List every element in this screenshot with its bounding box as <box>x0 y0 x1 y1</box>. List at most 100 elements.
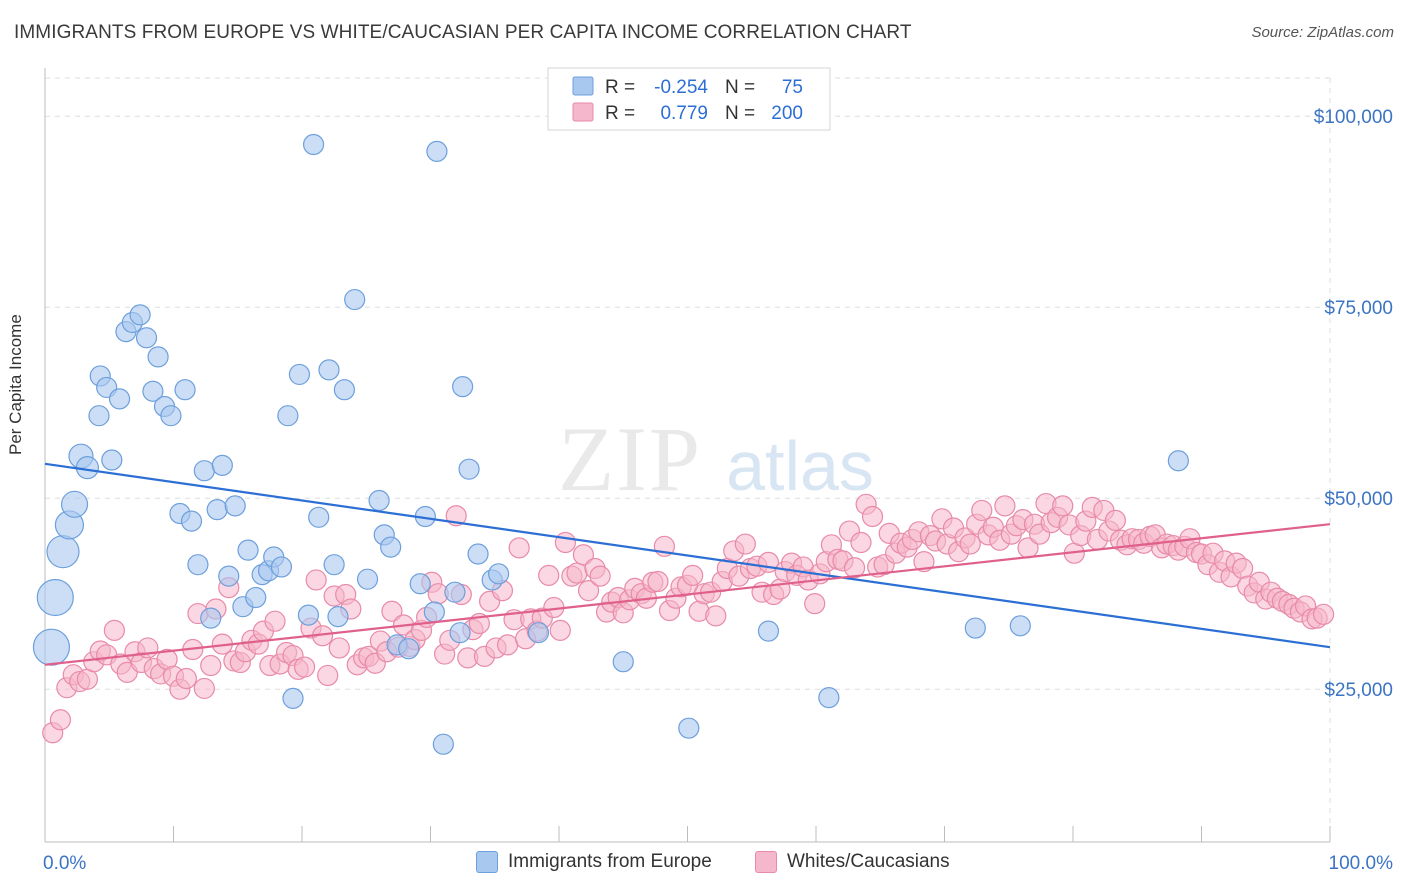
point-white-caucasian <box>1312 603 1335 625</box>
point-white-caucasian <box>572 544 595 566</box>
point-white-caucasian <box>1052 495 1074 517</box>
legend-item-immigrants[interactable]: Immigrants from Europe <box>476 851 712 873</box>
legend-r-value-1: -0.254 <box>654 77 708 98</box>
trend-line-immigrants <box>44 462 1331 649</box>
point-immigrant-europe <box>356 568 379 590</box>
point-immigrant-europe <box>297 604 320 626</box>
point-immigrant-europe <box>1167 450 1189 472</box>
y-tick-label: $25,000 <box>1324 680 1393 701</box>
point-immigrant-europe <box>757 620 780 642</box>
legend-swatch-blue <box>476 851 498 873</box>
point-immigrant-europe <box>46 535 80 569</box>
source-credit: Source: ZipAtlas.com <box>1251 24 1394 41</box>
point-immigrant-europe <box>432 733 454 755</box>
point-immigrant-europe <box>36 578 74 617</box>
point-immigrant-europe <box>398 638 420 660</box>
point-immigrant-europe <box>467 543 489 565</box>
point-white-caucasian <box>769 578 791 600</box>
point-immigrant-europe <box>288 363 311 386</box>
point-immigrant-europe <box>218 565 240 587</box>
points-immigrants-from-europe <box>32 133 1189 755</box>
point-immigrant-europe <box>368 489 390 512</box>
point-white-caucasian <box>264 610 286 632</box>
legend-bottom: Immigrants from Europe Whites/Caucasians <box>0 851 1406 879</box>
point-white-caucasian <box>193 677 215 700</box>
legend-label-immigrants: Immigrants from Europe <box>508 851 712 872</box>
watermark-zip: ZIP <box>558 408 702 510</box>
point-white-caucasian <box>497 634 519 656</box>
legend-r-label-2: R = <box>605 103 635 124</box>
legend-top-frame <box>547 67 831 131</box>
trend-lines <box>44 462 1331 666</box>
point-immigrant-europe <box>142 380 164 402</box>
point-immigrant-europe <box>135 327 158 349</box>
point-immigrant-europe <box>302 133 325 156</box>
point-white-caucasian <box>959 533 981 555</box>
legend-n-label-1: N = <box>725 77 755 98</box>
point-immigrant-europe <box>200 607 222 629</box>
point-white-caucasian <box>577 580 600 602</box>
point-white-caucasian <box>850 531 872 554</box>
point-white-caucasian <box>647 570 669 593</box>
legend-n-value-2: 200 <box>771 103 803 124</box>
trend-line-whites <box>44 523 1331 666</box>
gridlines <box>45 77 1331 842</box>
point-white-caucasian <box>317 664 339 687</box>
legend-n-value-1: 75 <box>782 77 803 98</box>
point-white-caucasian <box>554 531 577 554</box>
point-immigrant-europe <box>423 601 445 623</box>
point-white-caucasian <box>508 537 530 559</box>
point-white-caucasian <box>843 557 866 579</box>
point-immigrant-europe <box>308 506 330 528</box>
point-white-caucasian <box>200 654 222 677</box>
legend-item-whites[interactable]: Whites/Caucasians <box>755 851 950 873</box>
point-immigrant-europe <box>1009 615 1031 637</box>
point-immigrant-europe <box>32 628 71 666</box>
point-white-caucasian <box>682 564 704 586</box>
point-white-caucasian <box>861 505 884 528</box>
y-tick-label: $100,000 <box>1314 107 1393 128</box>
point-white-caucasian <box>566 562 588 584</box>
point-white-caucasian <box>549 619 571 641</box>
point-immigrant-europe <box>108 388 131 410</box>
point-immigrant-europe <box>409 573 431 595</box>
point-immigrant-europe <box>193 460 215 482</box>
point-immigrant-europe <box>818 687 840 709</box>
axes <box>44 68 1331 843</box>
point-immigrant-europe <box>333 379 356 401</box>
point-immigrant-europe <box>206 499 228 521</box>
point-immigrant-europe <box>318 359 340 381</box>
chart-title: IMMIGRANTS FROM EUROPE VS WHITE/CAUCASIA… <box>14 22 912 43</box>
point-immigrant-europe <box>426 140 448 162</box>
watermark-atlas: atlas <box>726 427 874 505</box>
point-immigrant-europe <box>964 617 986 639</box>
point-immigrant-europe <box>449 622 471 644</box>
point-immigrant-europe <box>458 458 480 480</box>
point-white-caucasian <box>1232 557 1254 580</box>
legend-r-value-2: 0.779 <box>660 103 708 124</box>
point-white-caucasian <box>994 495 1016 517</box>
point-immigrant-europe <box>180 510 203 532</box>
point-white-caucasian <box>804 593 826 615</box>
point-white-caucasian <box>705 605 727 627</box>
point-immigrant-europe <box>224 495 246 517</box>
point-immigrant-europe <box>452 376 474 398</box>
point-immigrant-europe <box>612 651 634 673</box>
point-immigrant-europe <box>147 346 169 368</box>
point-immigrant-europe <box>323 554 345 576</box>
point-immigrant-europe <box>88 405 110 427</box>
tick-labels: $25,000 $50,000 $75,000 $100,000 0.0% 100.0% <box>43 107 1393 874</box>
point-immigrant-europe <box>488 563 510 585</box>
point-immigrant-europe <box>187 554 209 576</box>
point-immigrant-europe <box>101 449 123 471</box>
legend-swatch-pink <box>755 851 777 873</box>
point-immigrant-europe <box>344 288 366 311</box>
point-white-caucasian <box>293 656 316 678</box>
point-white-caucasian <box>103 619 125 641</box>
legend-top: R = -0.254 N = 75 R = 0.779 N = 200 <box>547 67 831 131</box>
point-immigrant-europe <box>380 536 402 558</box>
point-white-caucasian <box>328 637 350 659</box>
point-immigrant-europe <box>75 456 100 480</box>
point-immigrant-europe <box>444 581 466 603</box>
